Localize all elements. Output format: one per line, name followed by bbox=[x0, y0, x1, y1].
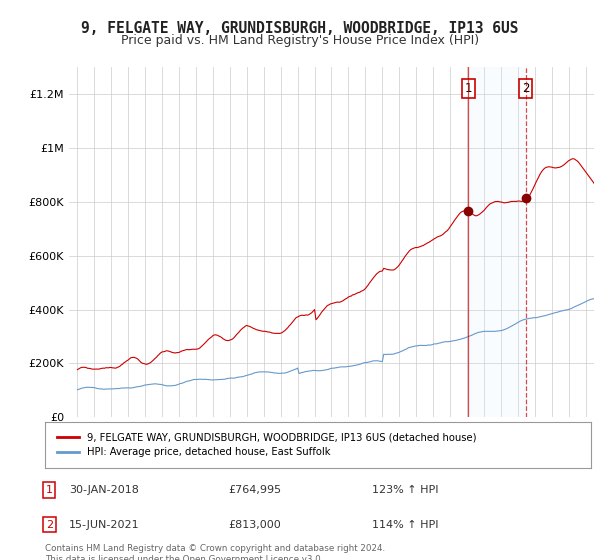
Text: 114% ↑ HPI: 114% ↑ HPI bbox=[372, 520, 439, 530]
Text: 9, FELGATE WAY, GRUNDISBURGH, WOODBRIDGE, IP13 6US: 9, FELGATE WAY, GRUNDISBURGH, WOODBRIDGE… bbox=[81, 21, 519, 36]
Bar bbox=[469, 67, 526, 417]
Text: £813,000: £813,000 bbox=[228, 520, 281, 530]
Text: 2: 2 bbox=[522, 82, 529, 95]
Text: 30-JAN-2018: 30-JAN-2018 bbox=[69, 485, 139, 495]
Text: Contains HM Land Registry data © Crown copyright and database right 2024.
This d: Contains HM Land Registry data © Crown c… bbox=[45, 544, 385, 560]
Text: 1: 1 bbox=[464, 82, 472, 95]
Text: 1: 1 bbox=[46, 485, 53, 495]
Text: 2: 2 bbox=[46, 520, 53, 530]
Text: Price paid vs. HM Land Registry's House Price Index (HPI): Price paid vs. HM Land Registry's House … bbox=[121, 34, 479, 46]
Legend: 9, FELGATE WAY, GRUNDISBURGH, WOODBRIDGE, IP13 6US (detached house), HPI: Averag: 9, FELGATE WAY, GRUNDISBURGH, WOODBRIDGE… bbox=[53, 428, 480, 461]
Text: £764,995: £764,995 bbox=[228, 485, 281, 495]
Text: 15-JUN-2021: 15-JUN-2021 bbox=[69, 520, 140, 530]
Text: 123% ↑ HPI: 123% ↑ HPI bbox=[372, 485, 439, 495]
